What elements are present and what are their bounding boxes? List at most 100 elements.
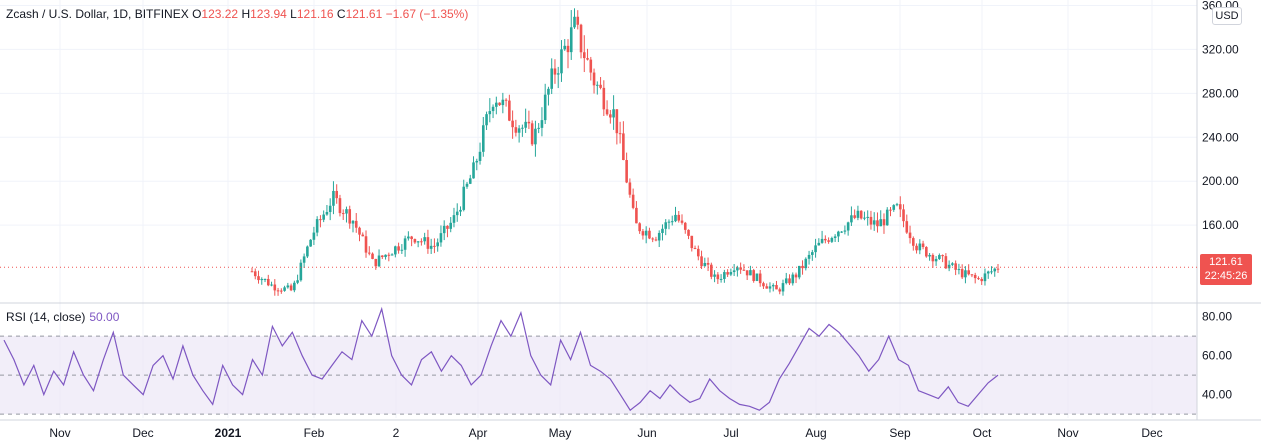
candle	[540, 107, 544, 137]
candle-body	[768, 286, 772, 289]
candle-body	[439, 233, 443, 243]
candle-body	[925, 247, 928, 257]
candle	[266, 274, 270, 287]
candle	[915, 243, 918, 254]
candle-body	[293, 282, 296, 291]
candle-body	[690, 235, 694, 249]
candle-body	[387, 254, 391, 256]
candle	[830, 236, 834, 244]
candle	[335, 184, 338, 204]
candle-body	[263, 278, 267, 280]
candle-body	[739, 267, 742, 270]
candle	[465, 181, 469, 189]
candle-body	[491, 106, 495, 112]
y-tick-label: 280.00	[1202, 86, 1239, 100]
candle	[954, 260, 957, 276]
candle-body	[400, 249, 404, 251]
candle	[521, 124, 524, 137]
candle	[296, 274, 299, 285]
candle-body	[755, 273, 759, 281]
candle-body	[582, 52, 586, 59]
candle-body	[898, 204, 902, 210]
candle	[387, 252, 391, 262]
candle	[977, 276, 980, 280]
candle	[315, 216, 319, 237]
candle-body	[635, 207, 638, 224]
x-tick-label: Aug	[805, 426, 826, 440]
candle-body	[586, 58, 589, 60]
candle-body	[374, 258, 378, 267]
candle-body	[534, 128, 537, 145]
candle	[957, 263, 961, 275]
candle-body	[811, 252, 814, 255]
candle	[791, 272, 795, 286]
y-tick-label: 200.00	[1202, 174, 1239, 188]
candle-body	[993, 268, 997, 272]
candle	[693, 245, 697, 250]
candle	[462, 179, 466, 212]
candle	[560, 40, 563, 82]
candle	[615, 109, 619, 145]
candle	[882, 213, 886, 234]
candle	[631, 188, 635, 210]
candle-body	[964, 270, 967, 278]
candle-body	[253, 271, 257, 277]
candle	[397, 242, 400, 254]
candle	[423, 232, 426, 245]
candle-body	[560, 49, 563, 74]
candle	[651, 237, 654, 243]
rsi-label: RSI (14, close)	[6, 310, 86, 324]
x-tick-label: Jul	[723, 426, 738, 440]
candle	[934, 256, 938, 266]
candle-body	[843, 230, 847, 232]
candle-body	[319, 219, 322, 221]
candle-body	[846, 222, 850, 231]
candle-body	[892, 205, 896, 210]
candle	[569, 10, 573, 60]
candle	[820, 230, 824, 244]
candle	[990, 266, 993, 275]
candle	[866, 210, 869, 226]
candle	[837, 230, 840, 243]
candle-body	[631, 194, 635, 208]
candle	[599, 77, 602, 90]
candle	[332, 181, 335, 215]
candle	[898, 196, 902, 218]
candle-body	[840, 231, 843, 233]
candle	[312, 226, 316, 246]
candle-body	[729, 272, 733, 275]
candle-body	[257, 276, 260, 281]
candle-body	[680, 220, 684, 223]
candle-body	[517, 128, 521, 133]
candle-body	[762, 283, 765, 287]
candle-body	[674, 214, 677, 222]
candle-body	[876, 220, 879, 227]
candle	[612, 95, 615, 130]
candle-body	[771, 285, 775, 287]
candle-body	[468, 178, 472, 184]
candle-body	[599, 84, 602, 88]
candle-body	[716, 274, 720, 280]
currency-button[interactable]: USD	[1212, 7, 1242, 25]
candle-body	[605, 109, 609, 115]
candle-body	[299, 262, 303, 281]
candle-body	[670, 221, 674, 223]
candle	[289, 283, 293, 292]
candle-body	[615, 109, 619, 134]
x-tick-label: Feb	[304, 426, 325, 440]
candle	[951, 262, 954, 267]
candle	[700, 250, 703, 270]
candle	[869, 210, 873, 230]
candle-body	[462, 186, 466, 210]
candle	[771, 283, 775, 292]
candle	[628, 178, 632, 198]
candle-body	[328, 205, 332, 213]
candle-body	[778, 289, 782, 292]
candle	[527, 110, 531, 130]
candle	[517, 125, 521, 143]
candle	[361, 232, 365, 237]
candle	[781, 279, 785, 296]
candle-body	[648, 230, 651, 239]
candle	[547, 86, 550, 106]
candle-body	[954, 263, 957, 270]
